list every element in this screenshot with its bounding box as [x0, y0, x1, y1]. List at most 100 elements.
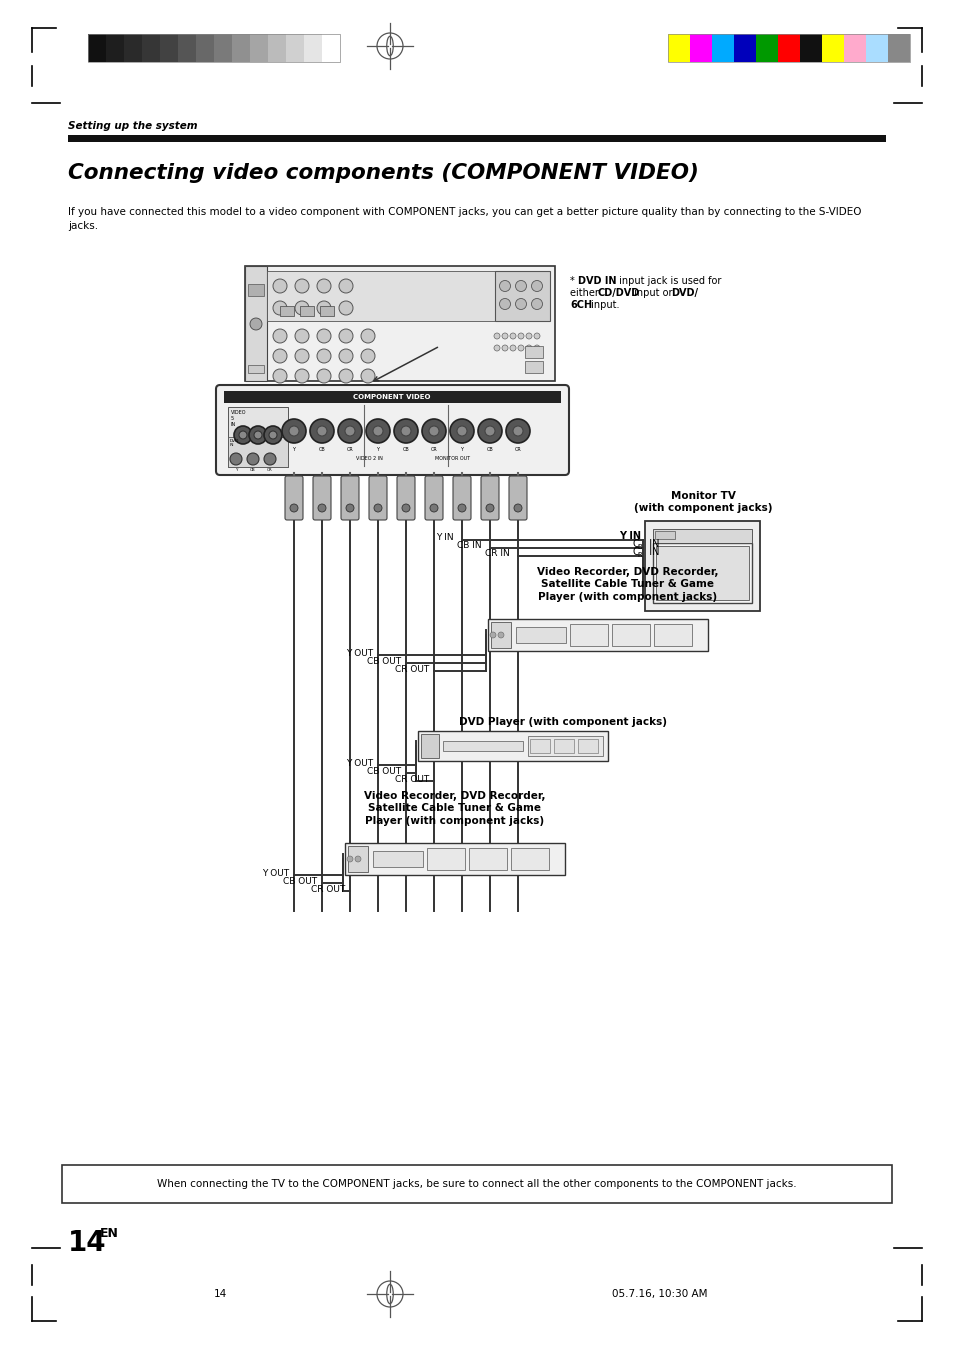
Circle shape — [401, 504, 410, 512]
Circle shape — [294, 301, 309, 315]
Bar — [142, 34, 160, 62]
Bar — [228, 436, 288, 467]
Bar — [160, 34, 178, 62]
Bar — [488, 619, 707, 651]
Circle shape — [294, 369, 309, 382]
Text: input jack is used for: input jack is used for — [616, 276, 720, 286]
Circle shape — [269, 431, 276, 439]
Circle shape — [233, 426, 252, 444]
Text: CR: CR — [267, 467, 273, 471]
Circle shape — [347, 857, 353, 862]
Circle shape — [421, 419, 446, 443]
Circle shape — [360, 330, 375, 343]
Circle shape — [525, 332, 532, 339]
Bar — [495, 272, 550, 322]
Circle shape — [310, 419, 334, 443]
Text: Connecting video components (COMPONENT VIDEO): Connecting video components (COMPONENT V… — [68, 163, 699, 182]
Text: CD/DVD: CD/DVD — [598, 288, 639, 299]
Text: input.: input. — [587, 300, 618, 309]
Text: IN: IN — [642, 547, 659, 557]
Bar — [299, 305, 314, 316]
Text: CR: CR — [430, 447, 436, 453]
Bar — [68, 135, 885, 142]
Circle shape — [345, 426, 355, 436]
Circle shape — [316, 349, 331, 363]
Text: CR OUT: CR OUT — [395, 665, 429, 674]
Circle shape — [282, 419, 306, 443]
Bar — [319, 305, 334, 316]
Bar — [280, 305, 294, 316]
Text: Y IN: Y IN — [618, 531, 640, 540]
Circle shape — [517, 332, 523, 339]
Bar — [524, 346, 542, 358]
Text: CB: CB — [486, 447, 493, 453]
Bar — [469, 848, 506, 870]
Text: Y: Y — [376, 447, 379, 453]
Bar — [248, 284, 264, 296]
Text: Y OUT: Y OUT — [346, 648, 373, 658]
Text: Setting up the system: Setting up the system — [68, 122, 197, 131]
Bar — [224, 390, 560, 403]
Bar — [654, 624, 691, 646]
Circle shape — [290, 504, 297, 512]
Circle shape — [338, 280, 353, 293]
Circle shape — [273, 301, 287, 315]
Bar — [644, 521, 760, 611]
Bar — [373, 851, 422, 867]
Circle shape — [525, 345, 532, 351]
Text: CB IN: CB IN — [456, 542, 481, 550]
Circle shape — [273, 349, 287, 363]
Text: DVD/: DVD/ — [670, 288, 698, 299]
Bar — [511, 848, 548, 870]
Circle shape — [249, 426, 267, 444]
Bar — [442, 740, 522, 751]
Circle shape — [501, 345, 507, 351]
Bar — [178, 34, 195, 62]
Bar — [865, 34, 887, 62]
Bar — [245, 266, 555, 381]
FancyBboxPatch shape — [396, 476, 415, 520]
Circle shape — [374, 504, 381, 512]
Text: Y OUT: Y OUT — [346, 758, 373, 767]
Text: VIDEO 2 IN: VIDEO 2 IN — [355, 457, 382, 461]
Bar — [652, 543, 751, 603]
Bar — [656, 546, 748, 600]
Circle shape — [515, 299, 526, 309]
Text: Video Recorder, DVD Recorder,
Satellite Cable Tuner & Game
Player (with componen: Video Recorder, DVD Recorder, Satellite … — [537, 567, 718, 601]
Bar — [755, 34, 778, 62]
Circle shape — [264, 426, 282, 444]
Circle shape — [316, 330, 331, 343]
Circle shape — [338, 330, 353, 343]
Text: *: * — [569, 276, 578, 286]
Text: Y: Y — [460, 447, 463, 453]
Circle shape — [294, 330, 309, 343]
Text: CB OUT: CB OUT — [367, 766, 400, 775]
Circle shape — [264, 453, 275, 465]
Circle shape — [514, 504, 521, 512]
Circle shape — [289, 426, 298, 436]
Text: If you have connected this model to a video component with COMPONENT jacks, you : If you have connected this model to a vi… — [68, 207, 861, 231]
Circle shape — [499, 281, 510, 292]
Bar — [733, 34, 755, 62]
Text: Monitor TV
(with component jacks): Monitor TV (with component jacks) — [633, 490, 771, 513]
Text: VIDEO
5
IN: VIDEO 5 IN — [231, 409, 246, 427]
Circle shape — [501, 332, 507, 339]
Bar — [612, 624, 649, 646]
Bar — [843, 34, 865, 62]
Text: DVD
IN: DVD IN — [230, 439, 239, 447]
Bar — [778, 34, 800, 62]
Bar — [569, 624, 607, 646]
Circle shape — [510, 332, 516, 339]
Circle shape — [273, 280, 287, 293]
FancyBboxPatch shape — [369, 476, 387, 520]
FancyBboxPatch shape — [313, 476, 331, 520]
Circle shape — [513, 426, 522, 436]
Text: When connecting the TV to the COMPONENT jacks, be sure to connect all the other : When connecting the TV to the COMPONENT … — [157, 1179, 796, 1189]
Circle shape — [429, 426, 438, 436]
Circle shape — [316, 369, 331, 382]
Bar — [530, 739, 550, 753]
Circle shape — [316, 280, 331, 293]
Circle shape — [400, 426, 411, 436]
FancyBboxPatch shape — [424, 476, 442, 520]
FancyBboxPatch shape — [453, 476, 471, 520]
